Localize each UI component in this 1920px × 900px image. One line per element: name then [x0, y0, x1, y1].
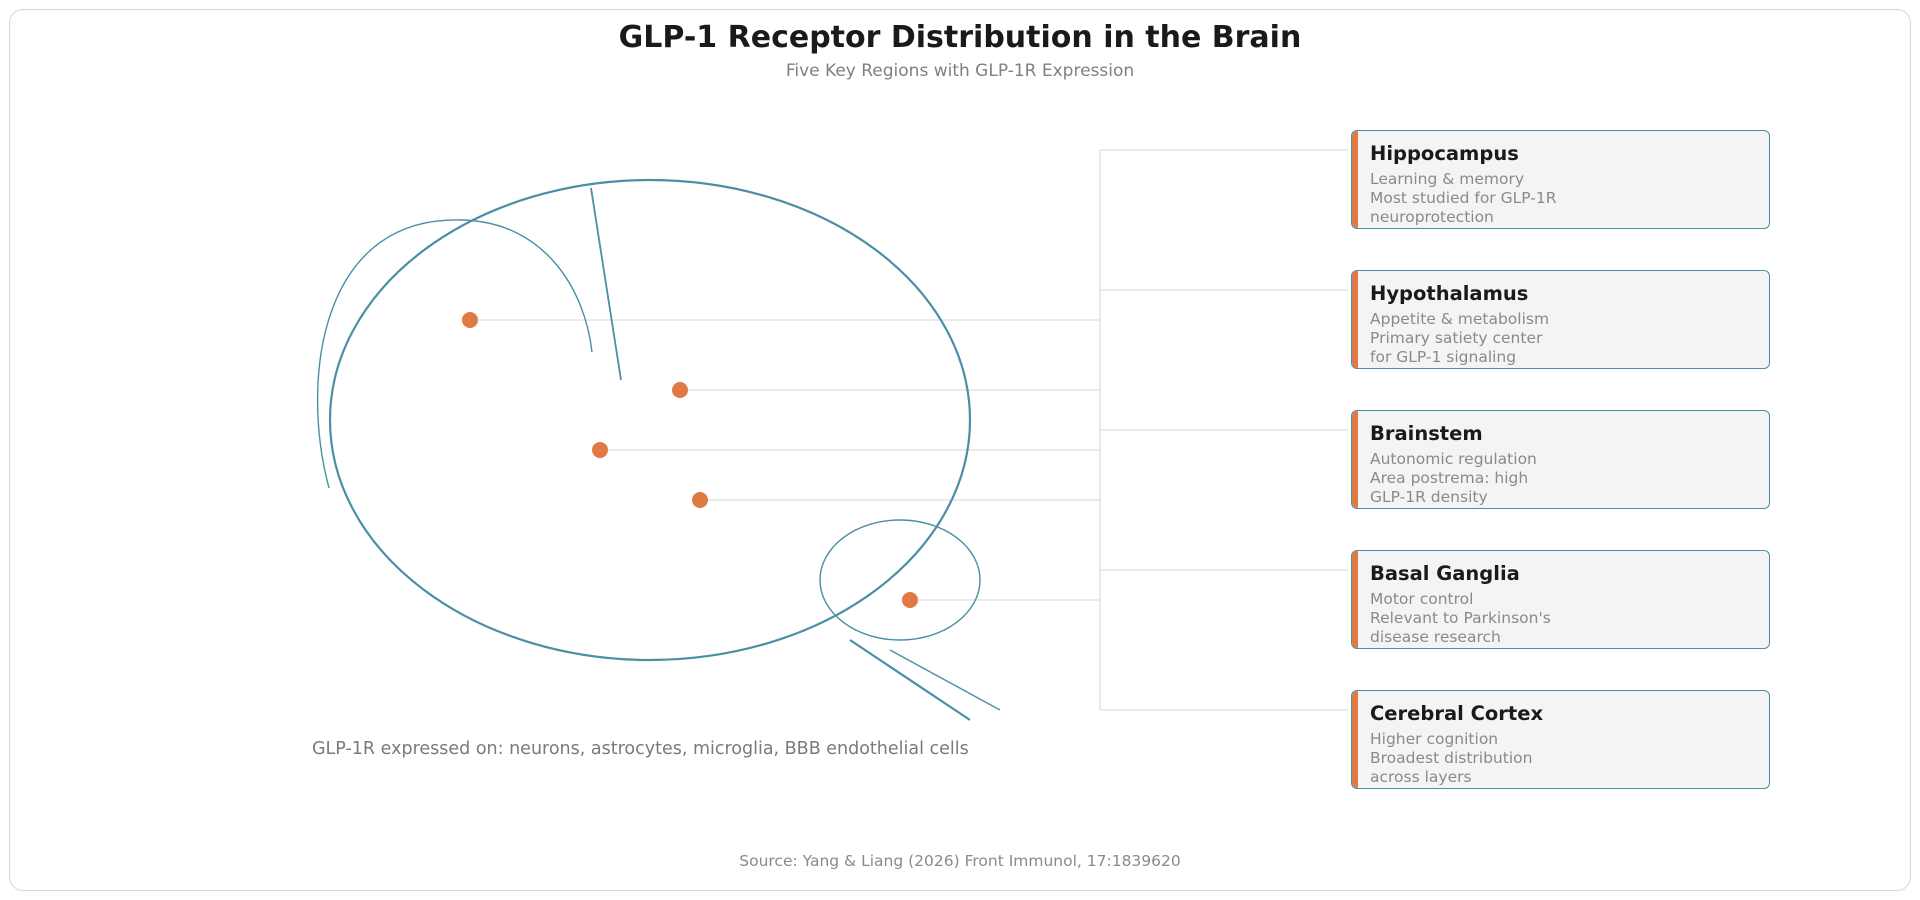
region-card-hypothalamus: Hypothalamus Appetite & metabolism Prima…	[1351, 270, 1770, 369]
card-accent-bar	[1352, 551, 1358, 648]
card-accent-bar	[1352, 131, 1358, 228]
region-description-line: across layers	[1370, 768, 1472, 786]
region-description-line: Relevant to Parkinson's	[1370, 609, 1551, 627]
region-card-basal-ganglia: Basal Ganglia Motor control Relevant to …	[1351, 550, 1770, 649]
central-sulcus	[590, 187, 622, 381]
marker-cerebral-cortex	[902, 592, 918, 608]
region-description-line: Autonomic regulation	[1370, 450, 1537, 468]
cerebellum-outline	[819, 519, 981, 641]
frontal-arc	[316, 219, 593, 489]
page-subtitle: Five Key Regions with GLP-1R Expression	[785, 61, 1135, 81]
card-accent-bar	[1352, 271, 1358, 368]
region-name: Basal Ganglia	[1370, 562, 1520, 585]
region-description-line: for GLP-1 signaling	[1370, 348, 1517, 366]
region-description-line: Higher cognition	[1370, 730, 1499, 748]
region-card-brainstem: Brainstem Autonomic regulation Area post…	[1351, 410, 1770, 509]
brainstem-line-2	[889, 649, 1001, 711]
region-description-line: disease research	[1370, 628, 1501, 646]
marker-hypothalamus	[672, 382, 688, 398]
marker-basal-ganglia	[692, 492, 708, 508]
source-citation: Source: Yang & Liang (2026) Front Immuno…	[739, 852, 1181, 870]
region-name: Hippocampus	[1370, 142, 1519, 165]
region-description-line: Broadest distribution	[1370, 749, 1533, 767]
region-card-cerebral-cortex: Cerebral Cortex Higher cognition Broades…	[1351, 690, 1770, 789]
region-description-line: Most studied for GLP-1R	[1370, 189, 1557, 207]
region-name: Hypothalamus	[1370, 282, 1529, 305]
brainstem-line-1	[849, 639, 971, 721]
cerebrum-outline	[328, 178, 972, 662]
marker-brainstem	[592, 442, 608, 458]
card-accent-bar	[1352, 411, 1358, 508]
region-name: Cerebral Cortex	[1370, 702, 1544, 725]
connector-lines	[470, 149, 1348, 711]
region-description-line: Area postrema: high	[1370, 469, 1529, 487]
brain-outline	[316, 178, 1001, 721]
region-description-line: Motor control	[1370, 590, 1474, 608]
page-title: GLP-1 Receptor Distribution in the Brain	[618, 20, 1302, 55]
region-card-hippocampus: Hippocampus Learning & memory Most studi…	[1351, 130, 1770, 229]
marker-hippocampus	[462, 312, 478, 328]
region-description-line: Primary satiety center	[1370, 329, 1543, 347]
region-description-line: neuroprotection	[1370, 208, 1494, 226]
card-accent-bar	[1352, 691, 1358, 788]
region-description-line: GLP-1R density	[1370, 488, 1488, 506]
region-name: Brainstem	[1370, 422, 1483, 445]
expression-note: GLP-1R expressed on: neurons, astrocytes…	[312, 739, 969, 759]
region-markers	[462, 312, 918, 608]
region-description-line: Learning & memory	[1370, 170, 1524, 188]
region-description-line: Appetite & metabolism	[1370, 310, 1550, 328]
